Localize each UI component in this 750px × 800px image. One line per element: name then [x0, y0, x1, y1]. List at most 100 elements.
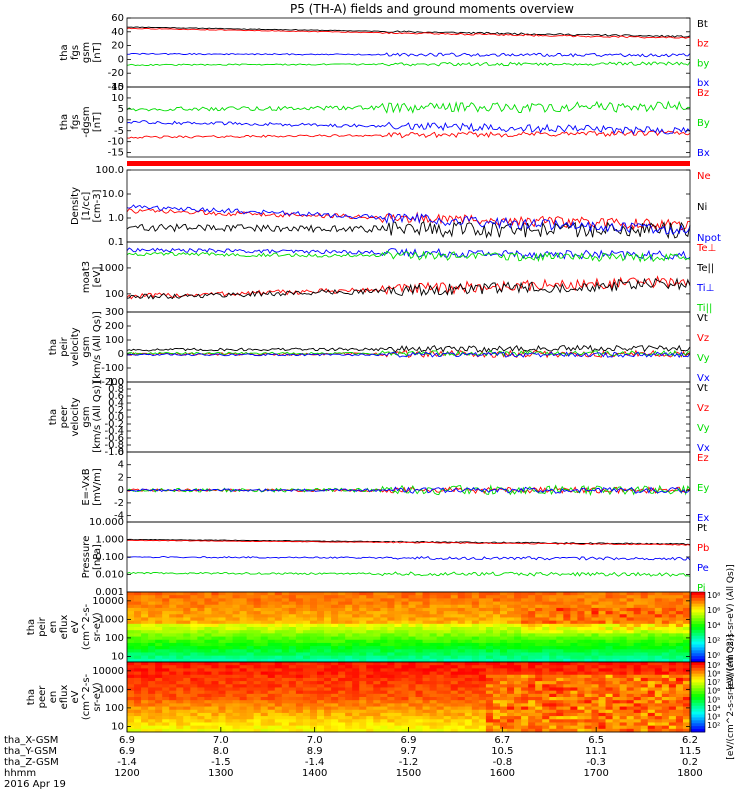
spectrogram-cell	[633, 642, 642, 647]
spectrogram-cell	[190, 700, 198, 704]
spectrogram-cell	[324, 636, 332, 641]
spectrogram-cell	[598, 706, 606, 711]
spectrogram-cell	[535, 642, 543, 647]
spectrogram-cell	[675, 617, 684, 622]
spectrogram-cell	[338, 639, 346, 644]
spectrogram-cell	[155, 693, 163, 698]
spectrogram-cell	[204, 722, 212, 727]
spectrogram-cell	[675, 668, 684, 672]
spectrogram-cell	[331, 601, 339, 606]
spectrogram-cell	[141, 668, 149, 672]
spectrogram-cell	[626, 674, 635, 679]
y-axis-label: tha	[26, 619, 37, 635]
spectrogram-cell	[450, 719, 459, 723]
spectrogram-cell	[155, 671, 163, 676]
aux-row-value: -1.4	[305, 757, 325, 768]
spectrogram-cell	[471, 722, 480, 727]
spectrogram-cell	[359, 607, 367, 612]
spectrogram-cell	[542, 633, 550, 637]
spectrogram-cell	[267, 627, 276, 631]
spectrogram-cell	[422, 639, 431, 644]
spectrogram-cell	[309, 684, 318, 688]
spectrogram-cell	[162, 655, 170, 660]
spectrogram-cell	[317, 614, 325, 618]
spectrogram-cell	[401, 690, 409, 695]
spectrogram-cell	[408, 617, 416, 622]
spectrogram-cell	[542, 671, 550, 676]
spectrogram-cell	[577, 642, 585, 647]
spectrogram-cell	[556, 719, 564, 723]
spectrogram-cell	[366, 595, 374, 599]
spectrogram-cell	[528, 630, 536, 634]
spectrogram-cell	[450, 598, 459, 602]
spectrogram-cell	[542, 722, 550, 727]
spectrogram-cell	[457, 671, 466, 676]
spectrogram-cell	[246, 690, 255, 695]
spectrogram-cell	[373, 604, 381, 609]
spectrogram-cell	[668, 693, 677, 698]
spectrogram-cell	[127, 646, 135, 650]
y-tick-label: -0.4	[104, 426, 124, 437]
y-axis-label: sr-eV)	[92, 612, 103, 641]
spectrogram-cell	[612, 636, 621, 641]
spectrogram-cell	[521, 614, 529, 618]
spectrogram-cell	[436, 712, 445, 717]
spectrogram-cell	[415, 712, 423, 717]
spectrogram-cell	[675, 611, 684, 615]
spectrogram-cell	[661, 598, 670, 602]
spectrogram-cell	[654, 646, 663, 650]
spectrogram-cell	[668, 627, 677, 631]
spectrogram-cell	[668, 681, 677, 685]
spectrogram-cell	[570, 674, 578, 679]
spectrogram-cell	[549, 627, 557, 631]
y-tick-label: -20	[108, 68, 124, 79]
spectrogram-cell	[626, 687, 635, 692]
spectrogram-cell	[211, 687, 219, 692]
spectrogram-cell	[302, 630, 311, 634]
spectrogram-cell	[267, 728, 276, 733]
spectrogram-cell	[401, 655, 409, 660]
spectrogram-cell	[274, 700, 283, 704]
spectrogram-cell	[239, 607, 248, 612]
spectrogram-cell	[169, 627, 177, 631]
spectrogram-cell	[570, 728, 578, 733]
spectrogram-cell	[485, 725, 494, 730]
spectrogram-cell	[148, 690, 156, 695]
spectrogram-cell	[626, 623, 635, 628]
spectrogram-cell	[246, 636, 255, 641]
spectrogram-cell	[239, 716, 248, 720]
spectrogram-cell	[654, 700, 663, 704]
spectrogram-cell	[542, 592, 550, 596]
spectrogram-cell	[148, 668, 156, 672]
spectrogram-cell	[450, 611, 459, 615]
spectrogram-cell	[514, 697, 522, 701]
spectrogram-cell	[190, 681, 198, 685]
spectrogram-cell	[331, 674, 339, 679]
spectrogram-cell	[485, 652, 494, 657]
spectrogram-cell	[288, 719, 297, 723]
spectrogram-cell	[387, 665, 395, 669]
spectrogram-cell	[141, 722, 149, 727]
spectrogram-cell	[380, 690, 388, 695]
spectrogram-cell	[563, 668, 571, 672]
spectrogram-cell	[366, 719, 374, 723]
spectrogram-cell	[457, 662, 466, 666]
spectrogram-cell	[549, 722, 557, 727]
spectrogram-cell	[570, 716, 578, 720]
spectrogram-cell	[162, 617, 170, 622]
spectrogram-cell	[134, 700, 142, 704]
spectrogram-cell	[485, 604, 494, 609]
colorbar-step	[691, 615, 705, 619]
spectrogram-cell	[485, 700, 494, 704]
spectrogram-cell	[654, 633, 663, 637]
spectrogram-cell	[267, 668, 276, 672]
spectrogram-cell	[197, 662, 205, 666]
spectrogram-cell	[373, 592, 381, 596]
spectrogram-cell	[598, 649, 606, 653]
spectrogram-cell	[612, 646, 621, 650]
spectrogram-cell	[612, 617, 621, 622]
spectrogram-cell	[415, 690, 423, 695]
spectrogram-cell	[514, 630, 522, 634]
spectrogram-cell	[141, 665, 149, 669]
spectrogram-cell	[162, 712, 170, 717]
